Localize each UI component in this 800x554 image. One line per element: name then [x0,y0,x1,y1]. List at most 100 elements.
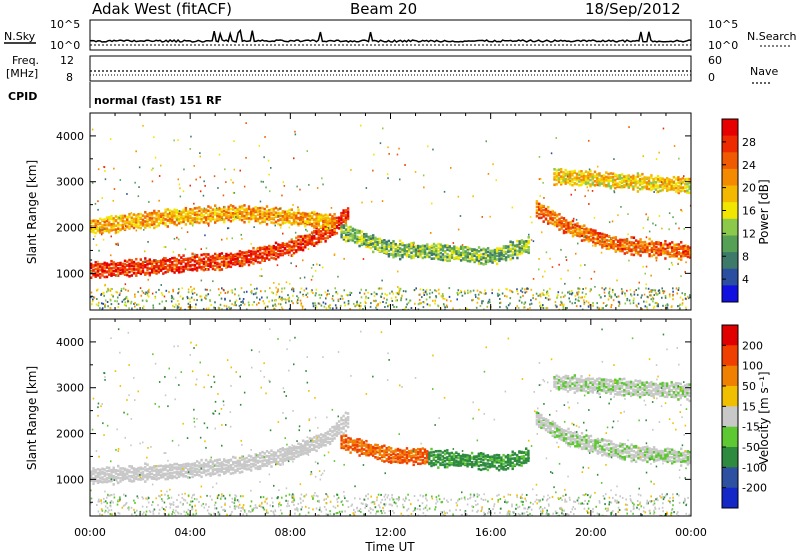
cpid-value: normal (fast) 151 RF [94,94,222,107]
y-tick-label: 2000 [56,428,84,441]
colorbar-swatch [722,268,738,286]
nsearch-label: N.Search [747,30,797,43]
freq-tick-high: 12 [60,54,74,67]
colorbar-tick-label: 4 [742,273,749,286]
colorbar-swatch [722,447,738,468]
velocity-panel-frame [89,318,692,517]
noise-trace [89,28,692,46]
nave-label: Nave [750,65,778,78]
colorbar-tick-label: 50 [742,380,756,393]
y-tick-label: 1000 [56,267,84,280]
colorbar-swatch [722,135,738,153]
colorbar-swatch [722,386,738,407]
cpid-label: CPID [8,90,37,103]
near-range-scatter [90,287,691,310]
colorbar-tick-label: -100 [742,461,767,474]
colorbar-swatch [722,426,738,448]
x-tick-label: 00:00 [74,526,106,539]
colorbar-swatch [722,345,738,367]
colorbar-swatch [722,406,738,428]
power-heatmap [90,122,691,310]
velocity-colorbar-label: Velocity [m s⁻¹] [757,371,771,464]
freq-label-line2: [MHz] [6,67,38,80]
colorbar-swatch [722,252,738,270]
nave-tick-low: 0 [708,71,715,84]
nave-tick-high: 60 [708,54,722,67]
colorbar-tick-label: -15 [742,421,760,434]
colorbar-tick-label: 8 [742,250,749,263]
colorbar-tick-label: -50 [742,441,760,454]
x-tick-label: 12:00 [375,526,407,539]
colorbar-tick-label: 100 [742,360,763,373]
colorbar-frame [721,324,739,509]
time-xlabel: Time UT [364,540,415,554]
colorbar-swatch [722,202,738,220]
colorbar-swatch [722,325,738,346]
echo-band [340,434,429,467]
nsky-label: N.Sky [4,30,36,43]
y-tick-label: 4000 [56,130,84,143]
echo-band [428,447,530,472]
colorbar-swatch [722,365,738,387]
noise-tick-right-high: 10^5 [708,18,738,31]
x-tick-label: 08:00 [274,526,306,539]
freq-panel-frame [89,55,692,82]
freq-label-line1: Freq. [12,54,39,67]
x-tick-label: 00:00 [675,526,707,539]
colorbar-swatch [722,467,738,489]
power-colorbar-label: Power [dB] [757,179,771,244]
echo-band [90,204,336,235]
colorbar-swatch [722,487,738,509]
colorbar-tick-label: -200 [742,482,767,495]
colorbar-swatch [722,168,738,186]
sparse-scatter [90,122,691,298]
colorbar-swatch [722,218,738,236]
colorbar-tick-label: 24 [742,159,756,172]
y-tick-label: 4000 [56,336,84,349]
noise-tick-left-low: 10^0 [50,39,80,52]
colorbar-swatch [722,152,738,170]
time-axis: 00:00 04:00 08:00 12:00 16:00 20:00 00:00 [74,526,707,539]
colorbar-swatch [722,235,738,253]
power-axes: 1000 2000 3000 4000 [56,112,692,310]
x-tick-label: 16:00 [475,526,507,539]
velocity-axes: 1000 2000 3000 4000 [56,318,692,516]
near-range-scatter [90,493,691,516]
colorbar-tick-label: 15 [742,400,756,413]
x-tick-label: 20:00 [575,526,607,539]
echo-band [553,168,691,195]
colorbar-swatch [722,285,738,303]
noise-tick-left-high: 10^5 [50,18,80,31]
echo-band [553,374,691,403]
echo-band [535,200,691,261]
colorbar-tick-label: 28 [742,136,756,149]
y-tick-label: 3000 [56,176,84,189]
colorbar-tick-label: 12 [742,227,756,240]
noise-tick-right-low: 10^0 [708,39,738,52]
station-title: Adak West (fitACF) [92,0,232,18]
velocity-ylabel: Slant Range [km] [25,366,39,470]
velocity-colorbar: 200 100 50 15 -15 -50 -100 -200 [721,324,767,509]
colorbar-swatch [722,185,738,203]
y-tick-label: 2000 [56,222,84,235]
power-ylabel: Slant Range [km] [25,160,39,264]
colorbar-tick-label: 16 [742,205,756,218]
colorbar-swatch [722,119,738,137]
velocity-heatmap [90,328,691,516]
echo-band [340,224,530,266]
y-tick-label: 1000 [56,473,84,486]
beam-label: Beam 20 [350,0,417,18]
sparse-scatter [90,328,688,504]
noise-panel-frame [89,19,692,51]
colorbar-tick-label: 200 [742,339,763,352]
echo-band [535,411,691,467]
nsky-trace [89,28,692,44]
date-label: 18/Sep/2012 [585,0,681,18]
colorbar-tick-label: 20 [742,182,756,195]
x-tick-label: 04:00 [174,526,206,539]
y-tick-label: 3000 [56,382,84,395]
power-colorbar: 4 8 12 16 20 24 28 [721,118,756,303]
freq-tick-low: 8 [66,71,73,84]
